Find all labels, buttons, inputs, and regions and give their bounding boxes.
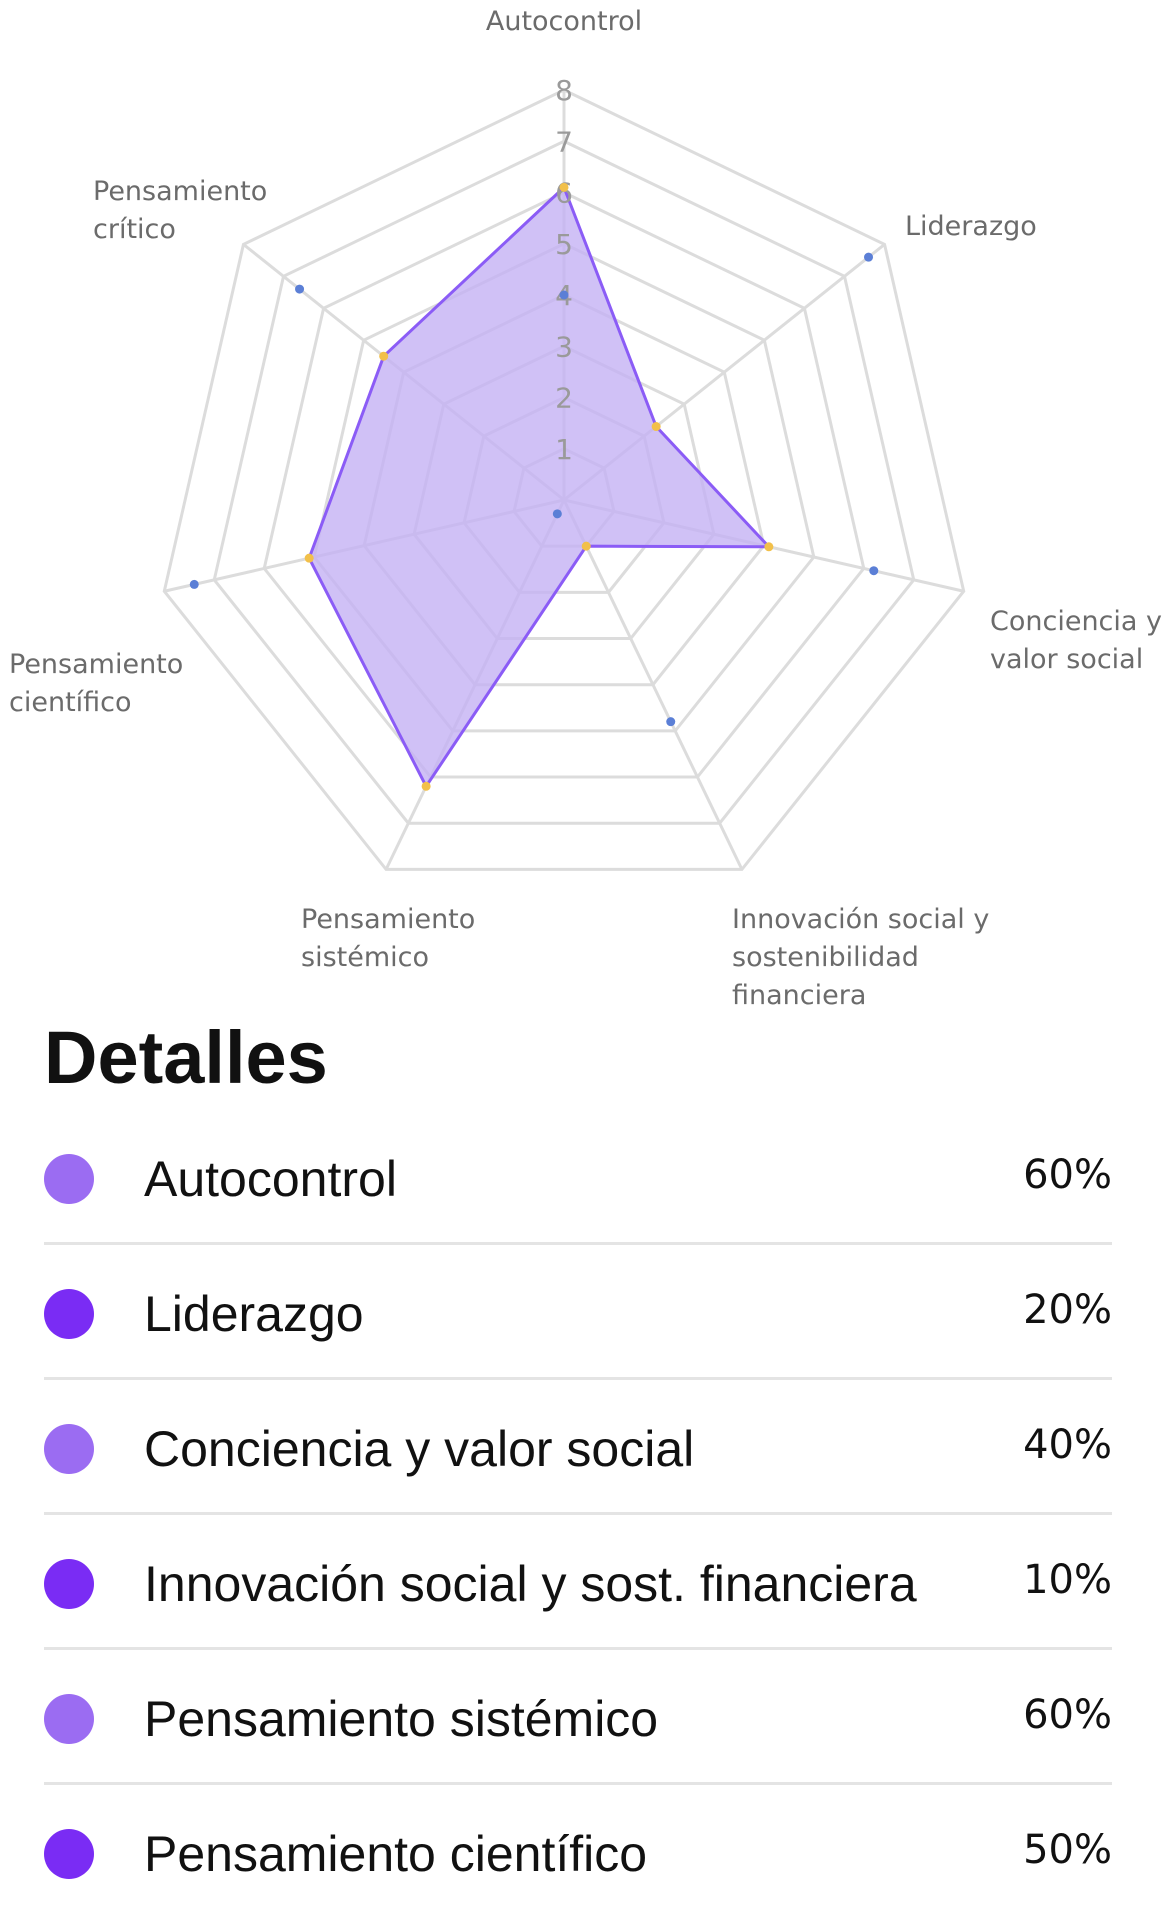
details-row-cientifico[interactable]: Pensamiento científico 50% bbox=[44, 1785, 1112, 1920]
radar-chart: 12345678AutocontrolLiderazgoConciencia y… bbox=[9, 6, 1162, 1010]
details-row-sistemico[interactable]: Pensamiento sistémico 60% bbox=[44, 1650, 1112, 1785]
axis-label: Pensamiento científico bbox=[9, 649, 183, 718]
series-2-point bbox=[295, 284, 305, 294]
color-dot-icon bbox=[44, 1424, 94, 1474]
axis-label: Pensamiento sistémico bbox=[301, 904, 475, 973]
row-label: Pensamiento sistémico bbox=[144, 1691, 659, 1747]
series-1-point bbox=[421, 781, 431, 791]
color-dot-icon bbox=[44, 1154, 94, 1204]
tick-label: 2 bbox=[555, 382, 573, 415]
row-label: Pensamiento científico bbox=[144, 1826, 648, 1882]
axis-label: Autocontrol bbox=[486, 6, 642, 37]
series-2-point bbox=[559, 290, 569, 300]
details-list: Autocontrol 60% Liderazgo 20% Conciencia… bbox=[44, 1110, 1112, 1920]
series-1-point bbox=[304, 553, 314, 563]
axis-label: Innovación social y sostenibilidad financi… bbox=[732, 904, 989, 1010]
details-section: Detalles Autocontrol 60% Liderazgo 20% C… bbox=[44, 1010, 1112, 1920]
row-value: 20% bbox=[1023, 1287, 1112, 1333]
tick-label: 5 bbox=[555, 228, 573, 261]
series-1-point bbox=[379, 351, 389, 361]
details-title: Detalles bbox=[44, 1016, 328, 1099]
details-row-liderazgo[interactable]: Liderazgo 20% bbox=[44, 1245, 1112, 1380]
grid-ring-7 bbox=[212, 139, 916, 825]
color-dot-icon bbox=[44, 1559, 94, 1609]
color-dot-icon bbox=[44, 1829, 94, 1879]
series-1-point bbox=[559, 182, 569, 192]
tick-label: 8 bbox=[555, 74, 573, 107]
grid-ring-5 bbox=[312, 242, 816, 733]
details-row-autocontrol[interactable]: Autocontrol 60% bbox=[44, 1110, 1112, 1245]
axis-label: Conciencia y valor social bbox=[990, 606, 1162, 675]
series-2-point bbox=[552, 509, 562, 519]
row-label: Conciencia y valor social bbox=[144, 1421, 695, 1477]
details-row-conciencia[interactable]: Conciencia y valor social 40% bbox=[44, 1380, 1112, 1515]
grid-ring-6 bbox=[262, 190, 866, 779]
row-value: 60% bbox=[1023, 1152, 1112, 1198]
tick-label: 6 bbox=[555, 177, 573, 210]
series-2-point bbox=[869, 566, 879, 576]
details-row-innovacion[interactable]: Innovación social y sost. financiera 10% bbox=[44, 1515, 1112, 1650]
color-dot-icon bbox=[44, 1694, 94, 1744]
row-label: Innovación social y sost. financiera bbox=[144, 1556, 917, 1612]
tick-label: 7 bbox=[555, 125, 573, 158]
series-1-point bbox=[581, 541, 591, 551]
row-label: Liderazgo bbox=[144, 1286, 364, 1342]
grid-spoke-4 bbox=[562, 499, 744, 871]
series-2-point bbox=[666, 717, 676, 727]
series-1-point bbox=[764, 542, 774, 552]
row-value: 60% bbox=[1023, 1692, 1112, 1738]
series-2-point bbox=[864, 252, 874, 262]
tick-label: 1 bbox=[555, 433, 573, 466]
row-value: 10% bbox=[1023, 1557, 1112, 1603]
series-1-point bbox=[651, 422, 661, 432]
grid-ring-8 bbox=[162, 88, 966, 871]
row-value: 50% bbox=[1023, 1827, 1112, 1873]
tick-label: 3 bbox=[555, 330, 573, 363]
row-value: 40% bbox=[1023, 1422, 1112, 1468]
axis-label: Liderazgo bbox=[905, 211, 1037, 242]
row-label: Autocontrol bbox=[144, 1151, 397, 1207]
series-1-area bbox=[307, 185, 771, 788]
color-dot-icon bbox=[44, 1289, 94, 1339]
series-2-point bbox=[189, 579, 199, 589]
axis-label: Pensamiento crítico bbox=[93, 176, 267, 245]
